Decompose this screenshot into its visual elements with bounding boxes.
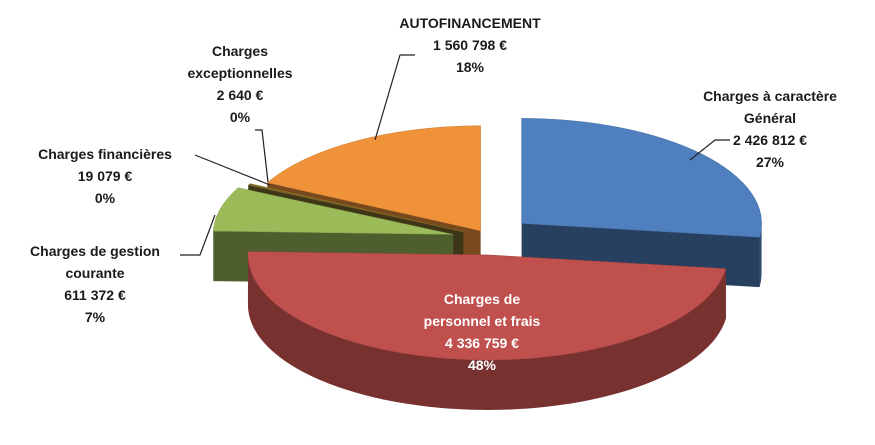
- data-label: Charges à caractère Général 2 426 812 € 27…: [695, 85, 845, 173]
- slice-value: 611 372 €: [64, 287, 126, 303]
- slice-top: [266, 125, 481, 232]
- data-label: Charges de personnel et frais 4 336 759 €…: [412, 288, 552, 376]
- slice-value: 1 560 798 €: [433, 37, 507, 53]
- slice-percent: 27%: [755, 154, 785, 170]
- slice-name: Charges de personnel et frais: [423, 291, 541, 329]
- leader-line: [194, 154, 271, 186]
- slice-percent: 0%: [229, 109, 251, 125]
- data-label: Charges financières 19 079 € 0%: [5, 143, 205, 209]
- slice-percent: 18%: [455, 59, 485, 75]
- data-label: Charges de gestion courante 611 372 € 7%: [5, 240, 185, 328]
- slice-name: Charges exceptionnelles: [187, 43, 293, 81]
- slice-value: 19 079 €: [77, 168, 133, 184]
- slice-top: [247, 183, 464, 233]
- leader-line: [255, 129, 269, 183]
- slice-side: [759, 223, 762, 288]
- slice-percent: 7%: [84, 309, 106, 325]
- slice-percent: 0%: [94, 190, 116, 206]
- slice-name: Charges à caractère Général: [703, 88, 837, 126]
- slice-top: [213, 187, 454, 235]
- slice-side: [247, 254, 726, 410]
- slice-percent: 48%: [467, 357, 497, 373]
- data-label: AUTOFINANCEMENT 1 560 798 € 18%: [370, 12, 570, 78]
- slice: [247, 251, 727, 410]
- slice-name: Charges financières: [38, 146, 172, 162]
- leader-line: [374, 54, 415, 141]
- slice-name: Charges de gestion courante: [30, 243, 160, 281]
- slice-top: [521, 118, 762, 238]
- slice-value: 2 426 812 €: [733, 132, 807, 148]
- slice-top: [247, 251, 727, 361]
- leader-line: [689, 139, 730, 161]
- slice-value: 2 640 €: [216, 87, 264, 103]
- data-label: Charges exceptionnelles 2 640 € 0%: [180, 40, 300, 128]
- slice-value: 4 336 759 €: [445, 335, 519, 351]
- leader-line: [180, 214, 216, 256]
- slice-name: AUTOFINANCEMENT: [399, 15, 541, 31]
